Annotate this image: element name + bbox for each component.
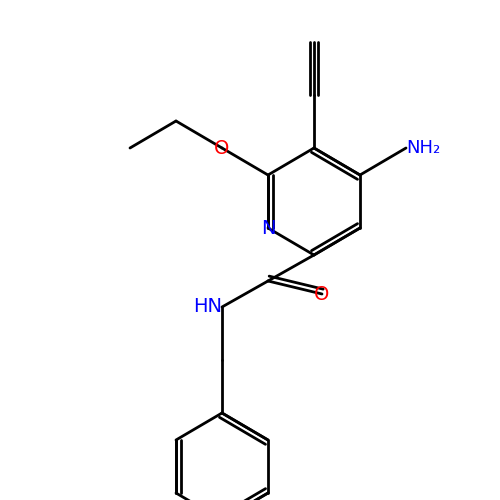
Text: HN: HN (193, 298, 222, 316)
Text: N: N (261, 218, 275, 238)
Text: NH₂: NH₂ (406, 139, 440, 157)
Text: O: O (314, 284, 330, 304)
Text: O: O (214, 138, 230, 158)
